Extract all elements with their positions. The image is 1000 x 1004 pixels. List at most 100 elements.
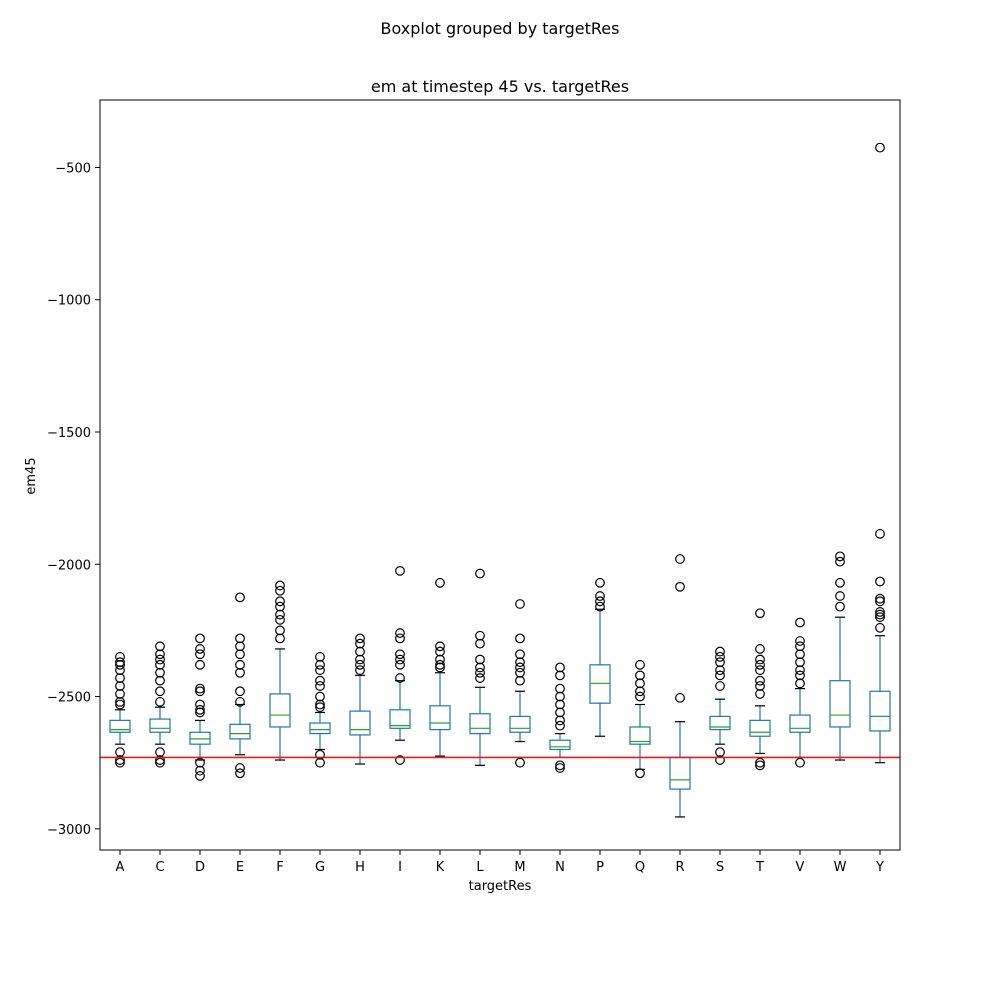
y-tick-label: −1000 <box>47 294 91 309</box>
box-P-flier <box>595 596 605 607</box>
box-T-flier <box>755 681 765 691</box>
box-T-flier <box>755 644 765 654</box>
box-R-flier <box>675 692 685 703</box>
box-G-flier <box>315 702 325 713</box>
box-M-flier <box>515 599 525 609</box>
box-Q-flier <box>635 686 645 697</box>
box-I-flier <box>395 565 405 576</box>
box-Y-flier <box>875 609 885 620</box>
box-G-flier <box>315 675 325 686</box>
box-A-flier <box>115 696 125 707</box>
box-G-flier <box>315 691 325 702</box>
box-Q-flier <box>635 659 645 670</box>
y-tick-label: −3000 <box>47 823 91 838</box>
box-F-flier <box>275 625 285 636</box>
box-Q-flier <box>635 670 645 681</box>
box-E-flier <box>235 641 245 652</box>
box-V-flier <box>795 670 805 681</box>
box-T-flier <box>755 608 765 619</box>
box-Y-flier <box>875 622 885 633</box>
y-tick-label: −1500 <box>47 426 91 441</box>
x-tick-label: F <box>276 860 283 875</box>
box-A-iqr-box <box>109 719 131 733</box>
box-N-flier <box>555 720 565 731</box>
box-G-flier <box>315 651 325 662</box>
box-P-iqr-box <box>589 664 611 704</box>
box-G-flier <box>315 659 325 670</box>
x-tick-label: P <box>596 860 604 875</box>
box-C-flier <box>155 696 165 707</box>
box-V-flier <box>795 665 805 676</box>
x-axis-label: targetRes <box>469 879 532 894</box>
box-I-flier <box>395 755 405 765</box>
box-G-flier <box>315 757 325 768</box>
box-V-iqr-box <box>789 714 811 733</box>
box-A-flier <box>115 665 125 676</box>
x-tick-label: R <box>675 860 684 875</box>
box-A-flier <box>115 689 125 699</box>
box-D-flier <box>195 649 205 660</box>
box-M-flier <box>515 667 525 678</box>
box-A-flier <box>115 747 125 758</box>
box-N-flier <box>555 707 565 718</box>
box-N-flier <box>555 662 565 673</box>
box-H-flier <box>355 654 365 665</box>
box-L-iqr-box <box>469 713 491 735</box>
box-F-flier <box>275 596 285 607</box>
box-E-flier <box>235 667 245 678</box>
box-F-flier <box>275 585 285 596</box>
box-V-flier <box>795 617 805 628</box>
box-A-flier <box>115 659 125 670</box>
box-C-flier <box>155 757 165 768</box>
x-tick-label: K <box>436 860 445 875</box>
box-V-flier <box>795 641 805 652</box>
x-tick-label: D <box>195 860 205 875</box>
x-tick-label: S <box>716 860 724 875</box>
y-tick-label: −2000 <box>47 558 91 573</box>
box-Q-flier <box>635 678 645 689</box>
box-I-flier <box>395 628 405 638</box>
box-L-flier <box>475 673 485 683</box>
box-N-flier <box>555 760 565 771</box>
x-tick-label: W <box>834 860 847 875</box>
box-Q-flier <box>635 768 645 779</box>
box-T-flier <box>755 659 765 670</box>
x-tick-label: L <box>476 860 484 875</box>
box-W-flier <box>835 591 845 601</box>
box-D-flier <box>195 659 205 670</box>
box-E-flier <box>235 763 245 773</box>
box-L-flier <box>475 667 485 678</box>
box-V-flier <box>795 636 805 646</box>
box-D-iqr-box <box>189 731 211 745</box>
box-R-iqr-box <box>669 756 691 790</box>
box-H-iqr-box <box>349 710 371 736</box>
box-H-flier <box>355 638 365 649</box>
box-F-flier <box>275 633 285 644</box>
box-G-flier <box>315 665 325 676</box>
box-T-flier <box>755 757 765 768</box>
box-Y-flier <box>875 528 885 539</box>
box-N-flier <box>555 670 565 681</box>
box-I-flier <box>395 654 405 665</box>
box-A-flier <box>115 755 125 765</box>
box-I-flier <box>395 659 405 670</box>
box-L-flier <box>475 568 485 579</box>
box-E-flier <box>235 768 245 779</box>
box-Y-flier <box>875 607 885 617</box>
box-Q-flier <box>635 691 645 702</box>
box-G-flier <box>315 749 325 760</box>
box-M-flier <box>515 662 525 673</box>
y-axis-label: em45 <box>24 457 39 494</box>
x-tick-label: C <box>155 860 164 875</box>
x-tick-label: N <box>555 860 565 875</box>
box-D-flier <box>195 765 205 776</box>
box-A-flier <box>115 757 125 768</box>
box-H-flier <box>355 665 365 676</box>
box-C-flier <box>155 755 165 765</box>
box-S-flier <box>715 755 725 765</box>
x-tick-label: A <box>116 860 125 875</box>
box-C-flier <box>155 675 165 686</box>
box-A-flier <box>115 651 125 662</box>
box-S-flier <box>715 657 725 668</box>
